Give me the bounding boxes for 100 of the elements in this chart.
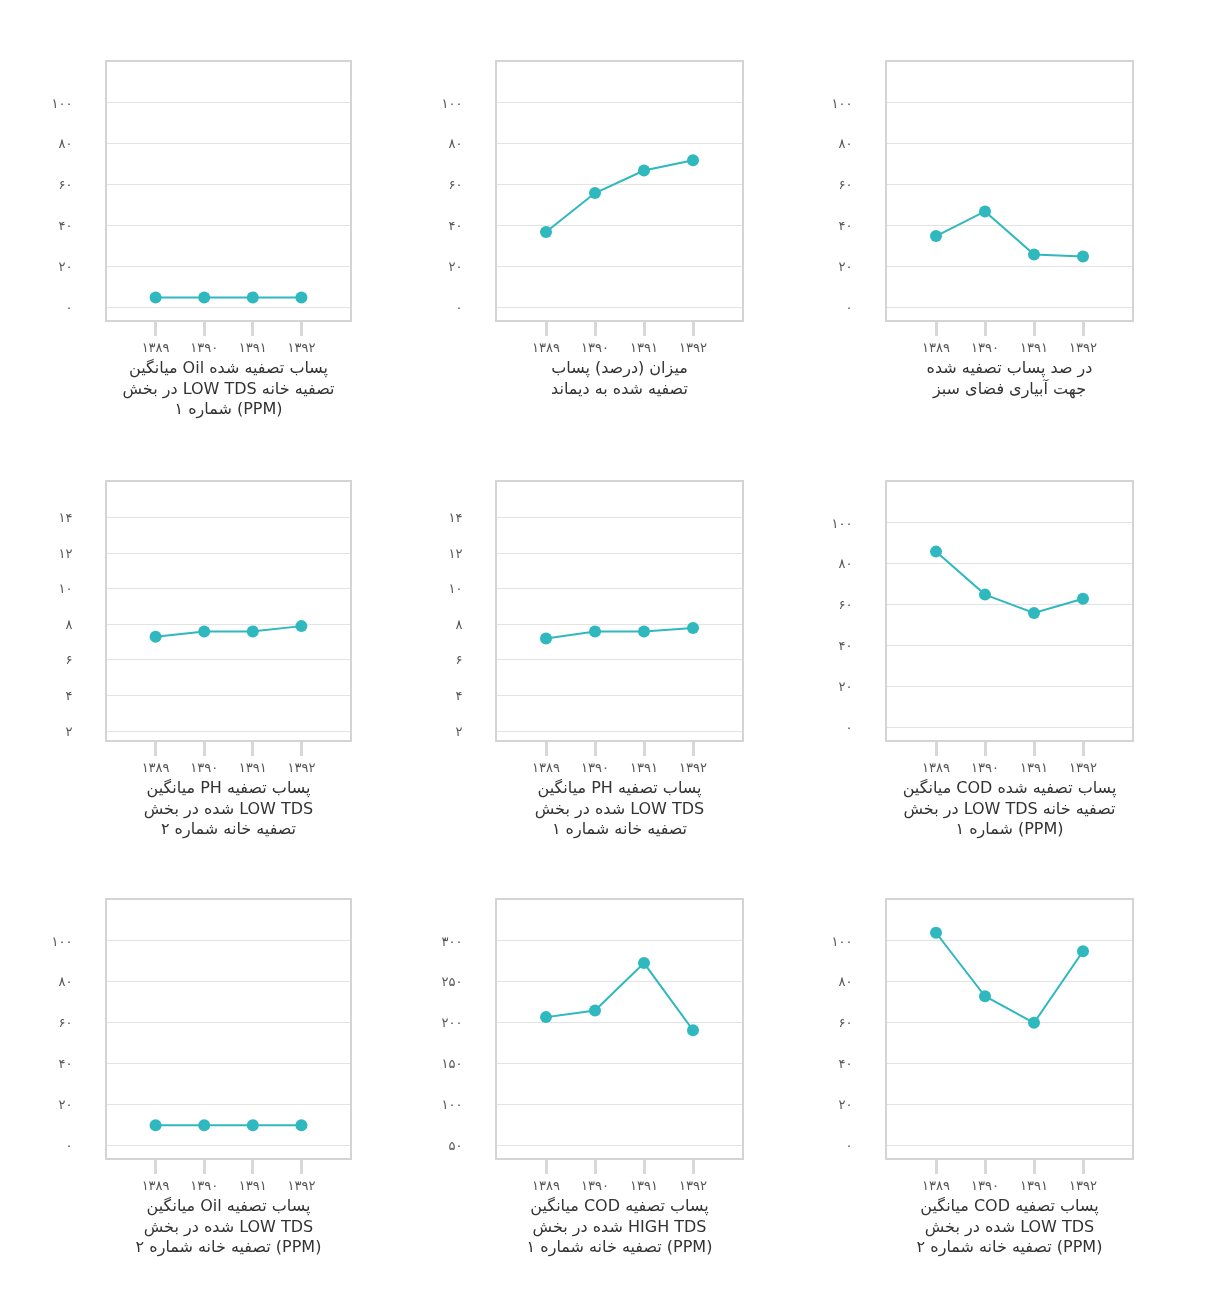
x-axis-title: در صد پساب تصفیه شده جهت آبیاری فضای سبز [926,357,1093,399]
point [638,164,650,177]
y-tick-label: ۱۰۰ [51,933,73,949]
y-tick-label: ۰ [845,300,853,316]
y-tick-label: ۶۰ [58,1015,73,1031]
y-tick-label: ۰ [845,1138,853,1154]
x-tick-label: ۱۳۹۱ [1020,759,1048,775]
point [638,625,650,638]
x-tick-label: ۱۳۹۲ [287,759,316,775]
x-tick-label: ۱۳۹۱ [630,339,658,355]
y-tick-label: ۴۰ [838,218,853,234]
x-tick-label: ۱۳۹۲ [679,1177,707,1193]
point [1028,607,1040,620]
y-tick-label: ۳۰۰ [441,933,463,949]
point [589,625,601,638]
x-tick-label: ۱۳۹۲ [287,339,316,355]
point [589,187,601,200]
point [979,205,991,218]
y-tick-label: ۲۰ [448,259,463,275]
y-tick-label: ۴۰ [838,638,853,654]
y-tick-label: ۴ [65,688,73,704]
point [1077,945,1089,958]
y-tick-label: ۱۰۰ [831,515,853,531]
x-tick-label: ۱۳۸۹ [532,1177,560,1193]
x-tick-label: ۱۳۹۲ [679,339,707,355]
y-tick-label: ۶ [65,652,73,668]
y-tick-label: ۰ [845,720,853,736]
y-tick-label: ۱۰ [58,581,73,597]
x-tick-label: ۱۳۸۹ [141,1177,170,1193]
point [1077,592,1089,605]
y-tick-label: ۰ [65,1138,73,1154]
x-tick-label: ۱۳۸۹ [141,759,170,775]
point [930,926,942,939]
point [540,1011,552,1024]
x-tick-label: ۱۳۹۰ [581,759,609,775]
y-tick-label: ۱۰۰ [831,933,853,949]
x-axis-title: میزان (درصد) پساب تصفیه شده به دیماند [551,357,688,398]
y-tick-label: ۱۰۰ [831,95,853,111]
x-axis-title: میانگین Oil پساب تصفیه شده در بخش LOW TDS تصفیه خانه شماره ۲ (PPM) [135,1195,322,1258]
point [638,957,650,970]
x-tick-label: ۱۳۹۰ [190,759,219,775]
point [589,1004,601,1017]
y-tick-label: ۴۰ [448,218,463,234]
point [540,632,552,645]
y-tick-label: ۴ [455,688,463,704]
y-tick-label: ۰ [455,300,463,316]
y-tick-label: ۸۰ [448,136,463,152]
y-tick-label: ۶۰ [838,597,853,613]
y-tick-label: ۴۰ [58,1056,73,1072]
y-tick-label: ۵۰ [448,1138,463,1154]
y-tick-label: ۸۰ [58,136,73,152]
y-tick-label: ۲ [455,723,463,739]
y-tick-label: ۴۰ [58,218,73,234]
x-tick-label: ۱۳۸۹ [922,759,950,775]
x-tick-label: ۱۳۹۰ [581,339,609,355]
y-tick-label: ۲ [65,723,73,739]
x-tick-label: ۱۳۹۲ [1069,339,1097,355]
x-tick-label: ۱۳۹۲ [1069,1177,1097,1193]
y-tick-label: ۸۰ [838,974,853,990]
x-tick-label: ۱۳۹۲ [679,759,707,775]
y-tick-label: ۱۰۰ [441,1097,463,1113]
x-tick-label: ۱۳۸۹ [532,759,560,775]
x-tick-label: ۱۳۹۰ [190,339,219,355]
x-tick-label: ۱۳۹۲ [1069,759,1097,775]
x-tick-label: ۱۳۸۹ [922,339,950,355]
y-tick-label: ۲۰۰ [441,1015,463,1031]
x-tick-label: ۱۳۹۰ [581,1177,609,1193]
y-tick-label: ۸۰ [58,974,73,990]
x-tick-label: ۱۳۹۱ [238,339,267,355]
x-axis-title: میانگین PH پساب تصفیه شده در بخش LOW TDS تصفیه خانه شماره ۲ [143,777,314,840]
x-tick-label: ۱۳۹۰ [190,1177,219,1193]
point [979,588,991,601]
x-axis-title: میانگین PH پساب تصفیه شده در بخش LOW TDS تصفیه خانه شماره ۱ [534,777,705,840]
y-tick-label: ۱۰۰ [51,95,73,111]
x-axis-title: میانگین COD پساب تصفیه شده در بخش LOW TDS تصفیه خانه شماره ۱ (PPM) [902,777,1117,840]
x-tick-label: ۱۳۸۹ [141,339,170,355]
point [687,1024,699,1037]
point [979,990,991,1003]
y-tick-label: ۱۰ [448,581,463,597]
x-tick-label: ۱۳۹۰ [971,759,999,775]
x-tick-label: ۱۳۹۱ [238,759,267,775]
x-tick-label: ۱۳۸۹ [532,339,560,355]
x-tick-label: ۱۳۹۱ [238,1177,267,1193]
y-tick-label: ۶۰ [838,1015,853,1031]
x-tick-label: ۱۳۹۱ [1020,1177,1048,1193]
point [1077,250,1089,263]
y-tick-label: ۱۲ [58,545,73,561]
y-tick-label: ۱۴ [58,510,73,526]
y-tick-label: ۸ [455,616,463,632]
x-tick-label: ۱۳۸۹ [922,1177,950,1193]
point [687,154,699,167]
x-axis-title: میانگین COD پساب تصفیه شده در بخش LOW TDS تصفیه خانه شماره ۲ (PPM) [916,1195,1103,1258]
point [540,225,552,238]
y-tick-label: ۱۰۰ [441,95,463,111]
point [930,230,942,243]
x-tick-label: ۱۳۹۱ [1020,339,1048,355]
y-tick-label: ۶۰ [838,177,853,193]
x-tick-label: ۱۳۹۰ [971,1177,999,1193]
x-tick-label: ۱۳۹۱ [630,1177,658,1193]
y-tick-label: ۶۰ [58,177,73,193]
